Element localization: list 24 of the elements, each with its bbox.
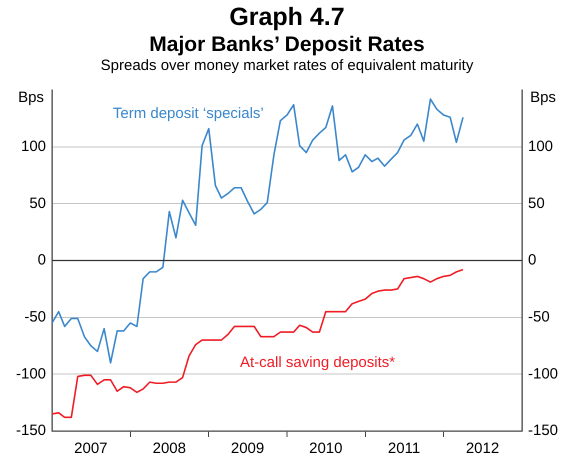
x-tick-label: 2012 [466, 440, 500, 458]
y2-axis-title: Bps [530, 89, 556, 106]
y2-tick-label: -50 [528, 308, 550, 326]
y-tick-label: -150 [16, 422, 46, 440]
y2-tick-label: -150 [528, 422, 558, 440]
x-tick-label: 2010 [309, 440, 342, 458]
y-tick-label: -100 [16, 365, 46, 382]
y2-tick-label: 0 [528, 252, 536, 269]
series-label: Term deposit ‘specials’ [112, 105, 264, 122]
series-label: At-call saving deposits* [240, 354, 396, 371]
y2-tick-label: -100 [528, 365, 558, 382]
y-axis-title: Bps [18, 89, 44, 106]
x-tick-label: 2007 [74, 440, 108, 458]
chart-subtitle: Spreads over money market rates of equivalent maturity [100, 57, 474, 75]
y2-tick-label: 50 [528, 194, 545, 212]
chart-title: Graph 4.7 Major Banks’ Deposit Rates [148, 2, 426, 57]
x-tick-label: 2009 [230, 440, 264, 458]
x-tick-label: 2011 [388, 440, 420, 458]
y2-tick-label: 100 [528, 138, 554, 155]
y-tick-label: 100 [20, 138, 46, 155]
x-tick-label: 2008 [152, 440, 186, 458]
y-tick-label: 50 [29, 194, 46, 212]
y-tick-label: -50 [24, 308, 46, 326]
y-tick-label: 0 [38, 252, 46, 269]
